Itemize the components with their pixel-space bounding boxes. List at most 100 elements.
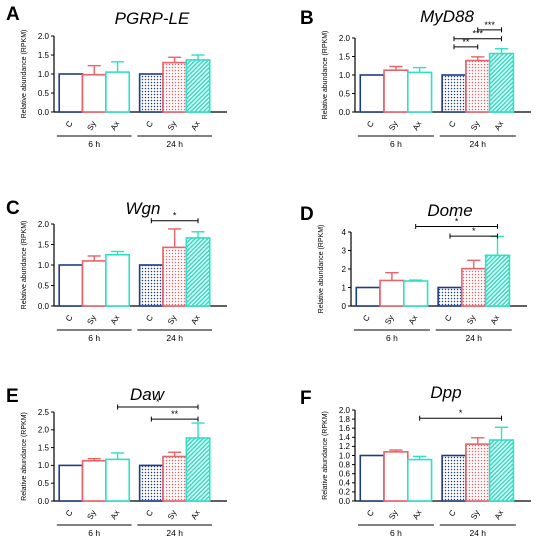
bar-c-6h <box>359 454 385 502</box>
significance-label: ** <box>171 409 179 419</box>
y-tick-label: 2.0 <box>38 426 50 435</box>
x-tick-label: Sy <box>383 314 395 327</box>
x-tick-label: Sy <box>85 314 97 327</box>
bar-c-6h <box>58 73 84 113</box>
x-tick-label: C <box>144 313 155 323</box>
x-tick-label: Sy <box>166 314 178 327</box>
y-axis-label: Relative abundance (RPKM) <box>322 31 329 120</box>
y-tick-label: 4 <box>342 228 347 237</box>
group-label: 24 h <box>166 528 183 538</box>
group-label: 6 h <box>88 528 100 538</box>
bar-sy-6h <box>81 459 107 502</box>
y-tick-label: 0 <box>342 302 347 311</box>
y-tick-label: 1.5 <box>38 51 50 60</box>
y-tick-label: 0.2 <box>339 488 351 497</box>
bar-ax-24h <box>484 254 511 307</box>
x-tick-label: Sy <box>85 509 97 522</box>
bar-sy-24h <box>162 61 188 113</box>
significance-label: *** <box>473 29 484 39</box>
panel-title: Wgn <box>126 199 161 218</box>
y-axis-label: Relative abundance (RPKM) <box>21 412 28 501</box>
significance-label: * <box>459 408 463 418</box>
bar-ax-24h <box>185 237 211 307</box>
group-label: 6 h <box>390 139 402 149</box>
x-tick-label: Sy <box>85 120 97 133</box>
x-tick-label: Ax <box>109 314 121 327</box>
y-tick-label: 2.0 <box>339 34 351 43</box>
bar-sy-24h <box>465 59 491 113</box>
bar-c-24h <box>138 464 164 502</box>
x-tick-label: C <box>365 508 376 518</box>
significance-label: * <box>173 211 177 221</box>
x-tick-label: Ax <box>407 314 419 327</box>
bar-sy-24h <box>461 267 487 307</box>
y-tick-label: 1.2 <box>339 442 351 451</box>
y-axis-label: Relative abundance (RPKM) <box>318 225 325 314</box>
y-tick-label: 1.5 <box>339 52 351 61</box>
bar-ax-24h <box>488 439 515 502</box>
x-tick-label: Ax <box>489 314 501 327</box>
y-tick-label: 0.0 <box>38 497 50 506</box>
x-tick-label: C <box>365 119 376 129</box>
chart-panel-d: D Dome 0 1 2 3 4 Relative abundance (RPKM) C Sy Ax… <box>300 201 527 343</box>
bar-c-24h <box>138 264 164 307</box>
y-tick-label: 1 <box>342 283 347 292</box>
significance-label: * <box>156 397 160 407</box>
bar-ax-6h <box>406 458 433 502</box>
y-tick-label: 0.5 <box>38 281 50 290</box>
x-tick-label: Ax <box>493 120 505 133</box>
y-axis-label: Relative abundance (RPKM) <box>21 221 28 310</box>
x-tick-label: Ax <box>493 509 505 522</box>
y-tick-label: 2.0 <box>38 220 50 229</box>
panel-title: Dome <box>427 201 472 220</box>
y-tick-label: 0.5 <box>38 479 50 488</box>
panel-letter: B <box>300 8 314 29</box>
x-tick-label: Ax <box>189 509 201 522</box>
bar-ax-24h <box>185 437 211 502</box>
y-tick-label: 1.0 <box>339 71 351 80</box>
panel-title: MyD88 <box>420 7 474 26</box>
x-tick-label: C <box>144 119 155 129</box>
y-tick-label: 1.4 <box>339 433 351 442</box>
bar-c-24h <box>138 73 164 113</box>
bar-sy-6h <box>81 260 107 307</box>
x-tick-label: Ax <box>109 120 121 133</box>
x-tick-label: C <box>447 508 458 518</box>
y-tick-label: 0.6 <box>339 470 351 479</box>
y-tick-label: 0.5 <box>339 89 351 98</box>
panel-title: Dpp <box>430 383 461 402</box>
x-tick-label: C <box>447 119 458 129</box>
bar-ax-24h <box>488 52 515 113</box>
y-tick-label: 0.5 <box>38 89 50 98</box>
x-tick-label: C <box>443 313 454 323</box>
bar-sy-6h <box>383 69 409 113</box>
x-tick-label: Sy <box>469 509 481 522</box>
y-tick-label: 1.8 <box>339 415 351 424</box>
y-tick-label: 2.5 <box>38 408 50 417</box>
y-tick-label: 0.0 <box>339 497 351 506</box>
x-tick-label: Sy <box>387 120 399 133</box>
y-tick-label: 2.0 <box>339 406 351 415</box>
bar-c-6h <box>58 264 84 307</box>
x-tick-label: Ax <box>109 509 121 522</box>
y-axis-label: Relative abundance (RPKM) <box>322 411 329 500</box>
significance-label: *** <box>484 20 495 30</box>
chart-panel-f: F Dpp 0.00.20.40.60.81.01.21.41.61.82.0 Rel… <box>300 383 531 538</box>
x-tick-label: C <box>64 508 75 518</box>
group-label: 6 h <box>386 333 398 343</box>
y-tick-label: 0.0 <box>38 108 50 117</box>
panel-title: Daw <box>130 385 166 404</box>
y-tick-label: 2.0 <box>38 32 50 41</box>
bar-c-24h <box>441 454 467 502</box>
x-tick-label: Ax <box>189 314 201 327</box>
x-tick-label: Sy <box>166 509 178 522</box>
bar-ax-6h <box>402 280 429 307</box>
y-tick-label: 1.0 <box>38 261 50 270</box>
group-label: 24 h <box>465 333 482 343</box>
x-tick-label: Ax <box>189 120 201 133</box>
x-tick-label: Sy <box>465 314 477 327</box>
y-tick-label: 1.5 <box>38 240 50 249</box>
panel-letter: F <box>300 388 312 409</box>
